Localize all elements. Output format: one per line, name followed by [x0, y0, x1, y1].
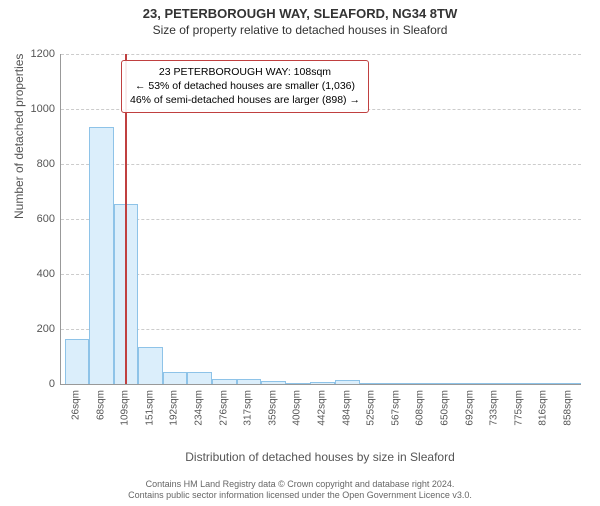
ytick-label: 800 [15, 158, 55, 170]
histogram-bar [507, 383, 532, 384]
xtick-label: 484sqm [342, 390, 353, 426]
histogram-bar [65, 339, 90, 384]
xtick-label: 26sqm [71, 390, 82, 420]
ytick-label: 1000 [15, 103, 55, 115]
x-axis-label: Distribution of detached houses by size … [60, 450, 580, 464]
xtick-label: 109sqm [120, 390, 131, 426]
footer-attribution: Contains HM Land Registry data © Crown c… [0, 479, 600, 502]
gridline [61, 164, 581, 165]
xtick-label: 733sqm [489, 390, 500, 426]
ytick-label: 400 [15, 268, 55, 280]
chart-title-sub: Size of property relative to detached ho… [0, 23, 600, 37]
histogram-bar [261, 381, 286, 384]
histogram-bar [384, 383, 409, 384]
gridline [61, 219, 581, 220]
xtick-label: 68sqm [96, 390, 107, 420]
ytick-label: 200 [15, 323, 55, 335]
histogram-bar [556, 383, 581, 384]
gridline [61, 329, 581, 330]
ytick-label: 1200 [15, 48, 55, 60]
gridline [61, 54, 581, 55]
chart-title-main: 23, PETERBOROUGH WAY, SLEAFORD, NG34 8TW [0, 6, 600, 21]
y-axis-label: Number of detached properties [12, 54, 26, 219]
xtick-label: 692sqm [464, 390, 475, 426]
histogram-bar [433, 383, 458, 384]
info-box-line-1: 23 PETERBOROUGH WAY: 108sqm [130, 65, 360, 79]
xtick-label: 525sqm [366, 390, 377, 426]
property-info-box: 23 PETERBOROUGH WAY: 108sqm← 53% of deta… [121, 60, 369, 113]
xtick-label: 234sqm [194, 390, 205, 426]
xtick-label: 608sqm [415, 390, 426, 426]
xtick-label: 359sqm [268, 390, 279, 426]
histogram-bar [359, 383, 384, 384]
histogram-bar [138, 347, 163, 384]
xtick-label: 567sqm [391, 390, 402, 426]
xtick-label: 192sqm [169, 390, 180, 426]
xtick-label: 151sqm [145, 390, 156, 426]
info-box-line-3: 46% of semi-detached houses are larger (… [130, 93, 360, 107]
xtick-label: 400sqm [292, 390, 303, 426]
xtick-label: 442sqm [317, 390, 328, 426]
info-box-line-2: ← 53% of detached houses are smaller (1,… [130, 79, 360, 93]
histogram-bar [458, 383, 483, 384]
xtick-label: 650sqm [440, 390, 451, 426]
footer-line-1: Contains HM Land Registry data © Crown c… [0, 479, 600, 491]
footer-line-2: Contains public sector information licen… [0, 490, 600, 502]
xtick-label: 858sqm [563, 390, 574, 426]
histogram-bar [531, 383, 556, 384]
histogram-bar [212, 379, 237, 384]
histogram-bar [286, 383, 311, 384]
ytick-label: 600 [15, 213, 55, 225]
histogram-bar [482, 383, 507, 384]
histogram-bar [310, 382, 335, 384]
xtick-label: 317sqm [243, 390, 254, 426]
histogram-bar [163, 372, 188, 384]
gridline [61, 274, 581, 275]
plot-area: 02004006008001000120026sqm68sqm109sqm151… [60, 54, 581, 385]
ytick-label: 0 [15, 378, 55, 390]
histogram-bar [237, 379, 262, 384]
xtick-label: 775sqm [513, 390, 524, 426]
chart-area: Number of detached properties 0200400600… [60, 54, 580, 424]
histogram-bar [89, 127, 114, 384]
histogram-bar [408, 383, 433, 384]
xtick-label: 276sqm [219, 390, 230, 426]
histogram-bar [335, 380, 360, 384]
xtick-label: 816sqm [538, 390, 549, 426]
histogram-bar [187, 372, 212, 384]
